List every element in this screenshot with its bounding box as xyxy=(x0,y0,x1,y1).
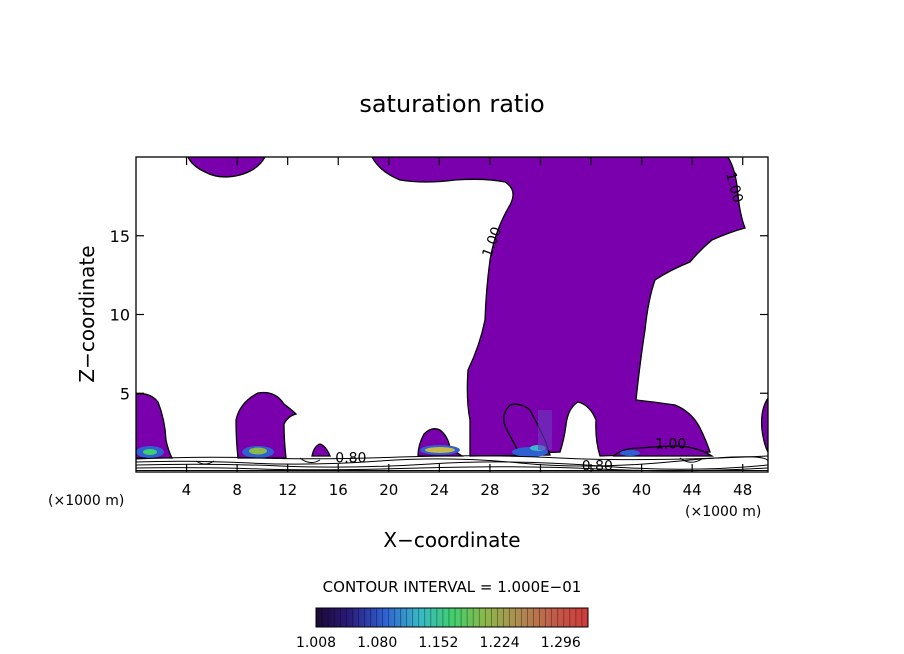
colorbar-tick-label: 1.224 xyxy=(480,635,520,651)
x-tick-label: 28 xyxy=(480,481,499,499)
chart-title: saturation ratio xyxy=(359,90,544,118)
saturation-regions xyxy=(136,157,768,459)
colorbar-tick-label: 1.080 xyxy=(357,635,397,651)
contour-interval-text: CONTOUR INTERVAL = 1.000E−01 xyxy=(323,578,582,596)
x-tick-label: 8 xyxy=(232,481,242,499)
y-tick-label: 15 xyxy=(110,227,130,246)
y-axis-label: Z−coordinate xyxy=(75,245,99,382)
colorbar-tick-label: 1.296 xyxy=(541,635,581,651)
y-tick-label: 10 xyxy=(110,306,130,325)
x-tick-label: 32 xyxy=(531,481,550,499)
x-tick-label: 4 xyxy=(182,481,192,499)
region-small-14 xyxy=(311,443,331,457)
x-tick-label: 48 xyxy=(733,481,752,499)
x-tick-label: 12 xyxy=(278,481,297,499)
x-tick-label: 16 xyxy=(329,481,348,499)
colorbar-tick-label: 1.152 xyxy=(418,635,458,651)
contour-label: 0.80 xyxy=(582,458,613,474)
x-axis-label: X−coordinate xyxy=(383,528,520,552)
x-tick-label: 20 xyxy=(379,481,398,499)
plot-area xyxy=(136,157,768,472)
region-right-edge xyxy=(760,396,768,454)
region-bump-left xyxy=(235,391,298,459)
colorbar-divisions xyxy=(321,608,583,627)
contour-label: 1.00 xyxy=(655,436,686,452)
contour-label: 0.80 xyxy=(335,451,366,467)
contour-label: 1.00 xyxy=(722,170,746,204)
x-units-left: (×1000 m) xyxy=(48,493,124,509)
colorbar xyxy=(315,607,589,628)
region-tower xyxy=(371,157,746,457)
x-tick-label: 24 xyxy=(430,481,449,499)
surface-contours xyxy=(136,455,768,472)
x-tick-label: 40 xyxy=(632,481,651,499)
region-top-cap xyxy=(187,157,266,178)
colorbar-labels: 1.008 1.080 1.152 1.224 1.296 xyxy=(296,635,581,651)
x-tick-label: 36 xyxy=(581,481,600,499)
x-units-right: (×1000 m) xyxy=(685,504,761,520)
region-left-edge xyxy=(136,393,174,459)
x-axis-ticks: 4 8 12 16 20 24 28 32 36 40 44 48 xyxy=(182,157,752,499)
high-value-blobs xyxy=(136,410,640,458)
x-tick-label: 44 xyxy=(683,481,702,499)
colorbar-tick-label: 1.008 xyxy=(296,635,336,651)
y-tick-label: 5 xyxy=(120,384,130,403)
y-axis-ticks: 5 10 15 xyxy=(110,227,768,403)
